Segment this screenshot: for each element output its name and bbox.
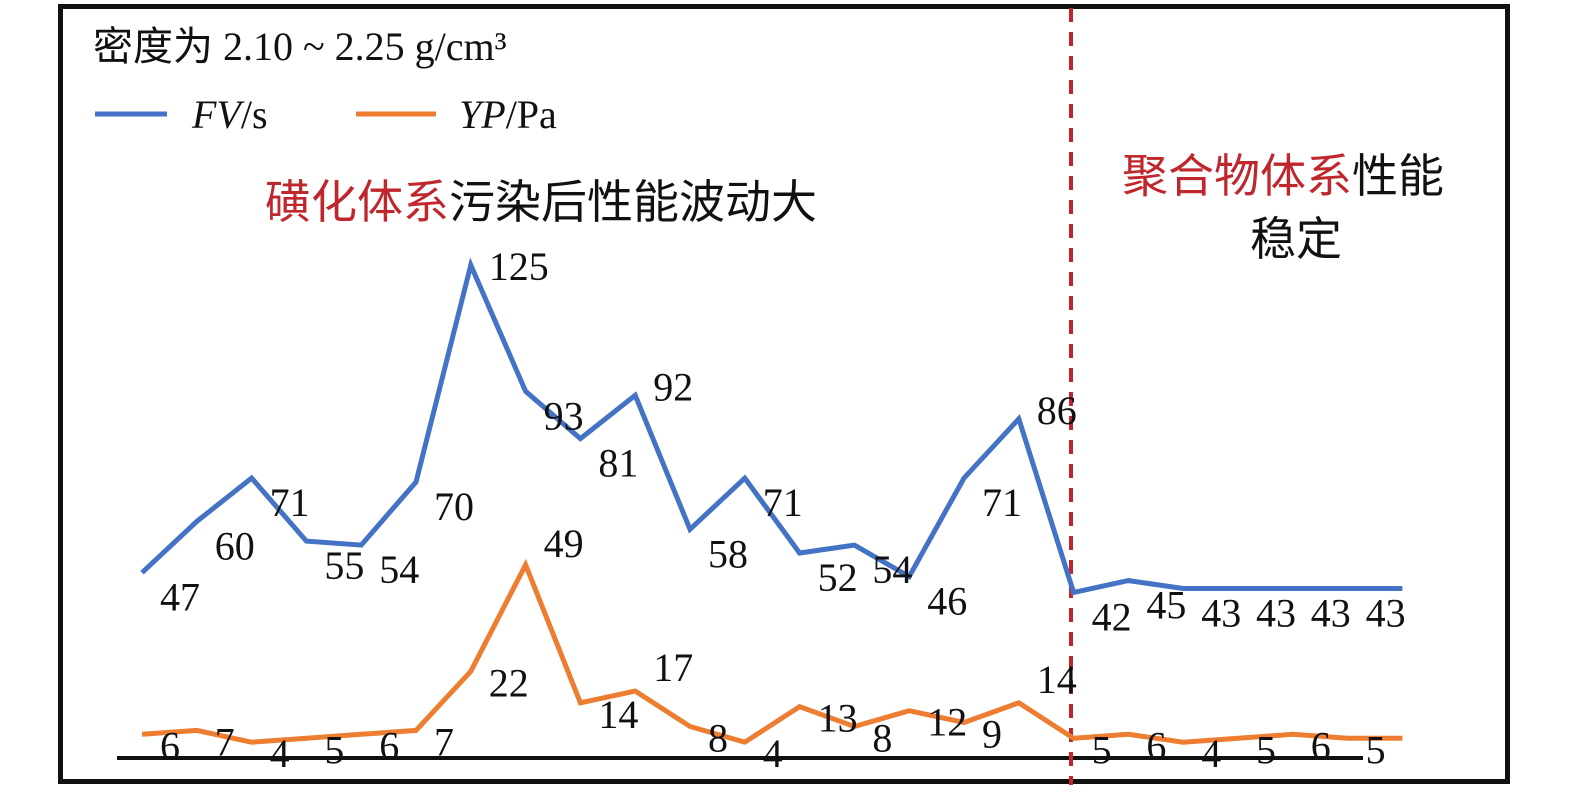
series-line-yp [141,558,1403,745]
data-label-fv: 71 [270,480,310,525]
data-label-fv: 55 [324,543,364,588]
data-label-fv: 92 [653,364,693,409]
data-label-yp: 5 [1092,727,1112,772]
data-label-fv: 45 [1146,583,1186,628]
data-label-yp: 17 [653,645,693,690]
legend-item-yp: YP/Pa [459,92,557,137]
left-region-annotation: 磺化体系污染后性能波动大 [265,177,817,228]
right-region-highlight: 聚合物体系 [1122,151,1352,202]
data-label-yp: 12 [927,700,967,745]
data-label-fv: 81 [598,441,638,486]
data-label-yp: 13 [818,696,858,741]
legend-item-yp-name: YP [459,92,506,137]
legend-title: 密度为 2.10 ~ 2.25 g/cm³ [93,24,507,69]
data-label-fv: 43 [1366,591,1406,636]
data-label-fv: 125 [489,244,549,289]
data-label-yp: 8 [708,716,728,761]
data-label-fv: 60 [215,523,255,568]
data-label-fv: 43 [1201,591,1241,636]
data-label-fv: 47 [160,575,200,620]
series-layer [140,257,1403,745]
data-label-fv: 70 [434,484,474,529]
data-label-fv: 54 [872,547,912,592]
right-region-annotation-line2: 稳定 [1250,214,1342,265]
legend-item-fv-unit: /s [241,92,268,137]
data-label-fv: 86 [1037,388,1077,433]
data-label-yp: 49 [544,521,584,566]
data-label-fv: 52 [818,555,858,600]
right-region-annotation-line1: 聚合物体系性能 [1122,151,1444,202]
data-label-yp: 5 [1256,727,1276,772]
left-region-highlight: 磺化体系 [265,177,449,228]
data-label-yp: 6 [1311,723,1331,768]
legend-item-yp-unit: /Pa [506,92,557,137]
data-label-fv: 58 [708,531,748,576]
right-region-rest-line1: 性能 [1352,151,1444,202]
data-label-yp: 8 [872,716,892,761]
chart-frame [58,4,1510,784]
data-label-yp: 5 [324,727,344,772]
data-label-fv: 54 [379,547,419,592]
data-label-yp: 4 [1201,731,1221,776]
left-region-rest: 污染后性能波动大 [449,177,817,228]
data-label-yp: 14 [1037,657,1077,702]
data-label-yp: 22 [489,660,529,705]
data-label-yp: 4 [763,731,783,776]
data-label-fv: 43 [1311,591,1351,636]
data-label-fv: 71 [982,480,1022,525]
data-label-fv: 93 [544,393,584,438]
data-label-yp: 6 [160,723,180,768]
data-label-fv: 71 [763,480,803,525]
series-line-fv [140,257,1403,596]
data-label-yp: 9 [982,712,1002,757]
data-label-yp: 6 [1146,723,1166,768]
data-label-yp: 7 [434,719,454,764]
legend-item-fv-name: FV [191,92,245,137]
data-label-yp: 4 [270,731,290,776]
legend-item-fv: FV/s [191,92,268,137]
data-label-fv: 46 [927,579,967,624]
data-label-fv: 42 [1092,594,1132,639]
data-label-yp: 14 [598,692,638,737]
data-label-yp: 6 [379,723,399,768]
data-label-yp: 5 [1366,727,1386,772]
data-label-yp: 7 [215,719,235,764]
data-label-fv: 43 [1256,591,1296,636]
